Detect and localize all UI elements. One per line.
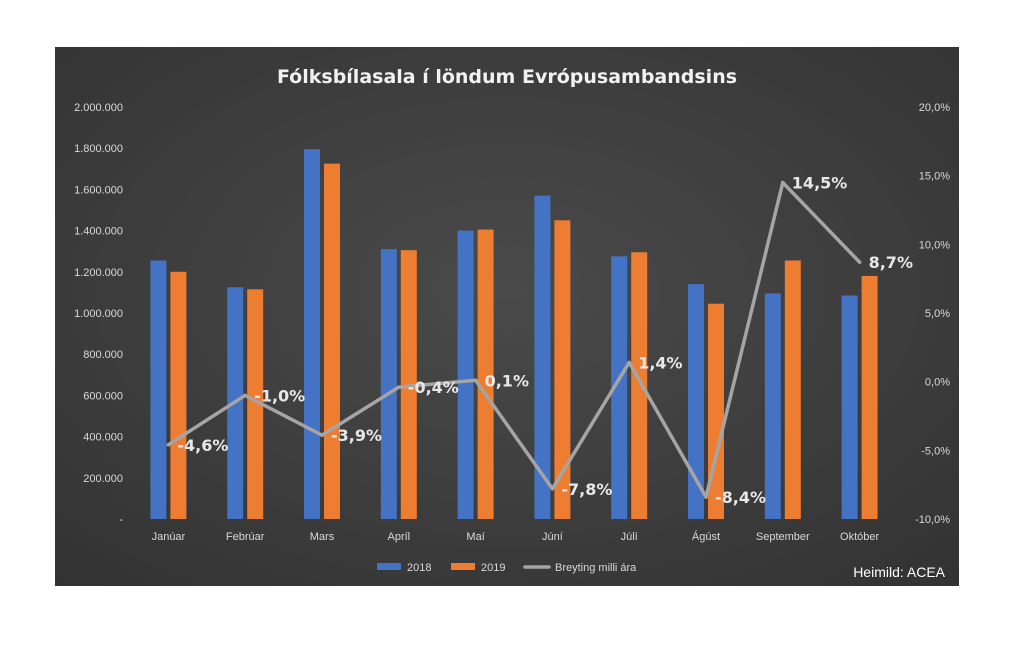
change-data-label: 0,1%	[485, 371, 529, 390]
bar-2019-Júní	[554, 220, 571, 520]
bar-2018-Janúar	[150, 260, 167, 519]
x-tick-label: Apríl	[387, 531, 410, 543]
x-tick-label: Maí	[466, 531, 484, 543]
x-tick-label: Júlí	[621, 531, 638, 543]
change-point-Mars	[320, 433, 324, 438]
change-data-label: -0,4%	[408, 378, 459, 397]
bar-2019-Maí	[477, 229, 494, 519]
x-tick-label: Janúar	[152, 531, 186, 543]
y-left-tick-label: 800.000	[83, 349, 123, 361]
bar-2018-Mars	[304, 149, 320, 519]
y-right-axis: -10,0% -5,0% 0,0% 5,0% 10,0% 15,0% 20,0%	[915, 102, 950, 526]
legend-label: 2019	[481, 562, 505, 574]
bar-2019-Febrúar	[247, 289, 264, 519]
y-right-tick-label: 15,0%	[919, 171, 950, 183]
bar-2018-Október	[841, 295, 858, 519]
change-data-label: -7,8%	[561, 480, 612, 499]
y-left-tick-label: 1.800.000	[74, 143, 123, 155]
change-point-Ágúst	[704, 495, 708, 499]
x-tick-label: September	[756, 531, 810, 543]
y-left-tick-label: 1.000.000	[74, 308, 123, 320]
legend-label: Breyting milli ára	[555, 562, 637, 574]
change-point-September	[781, 180, 785, 185]
bar-2018-Ágúst	[688, 284, 704, 519]
bar-2018-Júlí	[611, 256, 628, 519]
y-left-tick-label: 600.000	[83, 390, 123, 402]
y-left-tick-label: 1.600.000	[74, 184, 123, 196]
change-data-label: -1,0%	[254, 386, 305, 405]
bar-2018-Apríl	[380, 249, 397, 519]
bar-2019-September	[784, 260, 801, 519]
bar-2018-September	[764, 293, 781, 519]
y-right-tick-label: 20,0%	[919, 102, 950, 114]
bar-2019-Janúar	[170, 271, 187, 519]
change-line-group: -4,6% -1,0% -3,9% -0,4% 0,1% -7,8% 1,4% -8,4% 14…	[166, 174, 913, 507]
y-right-tick-label: -10,0%	[915, 514, 950, 526]
bar-2018-Maí	[457, 230, 474, 519]
y-left-tick-label: -	[119, 514, 123, 526]
legend-swatch-2018	[377, 563, 401, 570]
y-left-tick-label: 200.000	[83, 473, 123, 485]
change-data-label: 14,5%	[792, 174, 848, 193]
change-point-Október	[857, 260, 862, 264]
legend: 2018 2019 Breyting milli ára	[377, 562, 637, 574]
x-tick-label: Mars	[310, 531, 335, 543]
legend-swatch-2019	[451, 563, 475, 570]
change-line	[166, 180, 862, 499]
y-left-axis: - 200.000 400.000 600.000 800.000 1.000.000 1.…	[74, 102, 123, 526]
chart-title: Fólksbílasala í löndum Evrópusambandsins	[277, 66, 737, 88]
x-tick-label: Febrúar	[226, 531, 265, 543]
bar-2019-Október	[861, 275, 878, 519]
x-tick-label: Júní	[542, 531, 563, 543]
bar-2019-Júlí	[631, 252, 648, 520]
y-left-tick-label: 1.400.000	[74, 226, 123, 238]
y-left-tick-label: 1.200.000	[74, 267, 123, 279]
x-axis: Janúar Febrúar Mars Apríl Maí Júní Júlí Ágúst Se…	[152, 530, 880, 543]
y-left-tick-label: 2.000.000	[74, 102, 123, 114]
change-point-Janúar	[166, 443, 171, 447]
combo-chart: Fólksbílasala í löndum Evrópusambandsins…	[55, 47, 959, 586]
change-data-label: -3,9%	[331, 426, 382, 445]
chart-background	[55, 47, 959, 586]
source-note: Heimild: ACEA	[853, 564, 945, 580]
y-left-tick-label: 400.000	[83, 432, 123, 444]
bar-2018-Júní	[534, 195, 551, 519]
bar-2019-Ágúst	[708, 303, 724, 519]
y-right-tick-label: 0,0%	[925, 377, 950, 389]
change-data-label: 1,4%	[638, 353, 682, 372]
y-right-tick-label: 5,0%	[925, 308, 950, 320]
change-data-label: -8,4%	[715, 488, 766, 507]
change-data-label: -4,6%	[177, 436, 228, 455]
legend-label: 2018	[407, 562, 431, 574]
change-point-Júlí	[627, 360, 631, 365]
change-data-label: 8,7%	[869, 253, 913, 272]
y-right-tick-label: -5,0%	[921, 445, 950, 457]
change-point-Apríl	[397, 385, 401, 389]
y-right-tick-label: 10,0%	[919, 239, 950, 251]
change-point-Febrúar	[243, 393, 247, 398]
chart-panel: Fólksbílasala í löndum Evrópusambandsins…	[55, 47, 959, 586]
x-tick-label: Ágúst	[692, 530, 720, 543]
change-point-Maí	[473, 378, 478, 383]
x-tick-label: Október	[840, 531, 879, 543]
bar-2019-Mars	[324, 163, 340, 519]
change-point-Júní	[550, 486, 555, 491]
